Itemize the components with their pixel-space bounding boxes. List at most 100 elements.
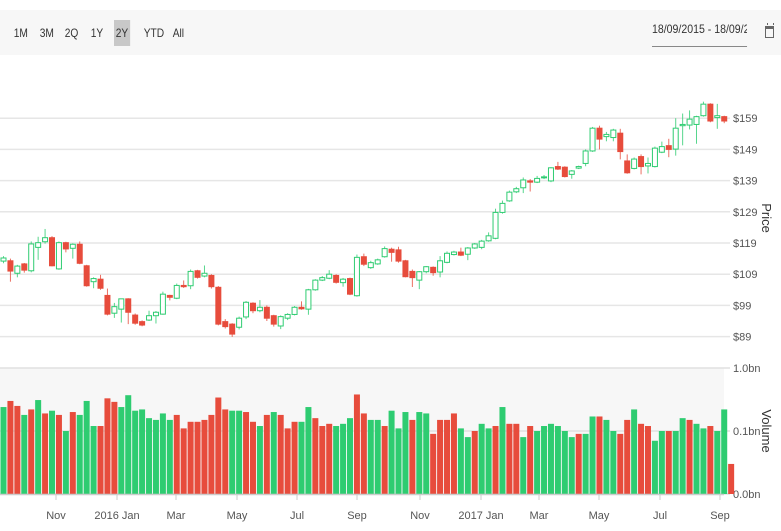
volume-bar [333, 426, 340, 494]
candle-body [21, 263, 28, 271]
x-tick-label: Sep [347, 510, 367, 522]
date-range-input[interactable]: 18/09/2015 - 18/09/20... [652, 18, 748, 47]
candle-body [83, 265, 90, 287]
volume-bar [353, 394, 360, 494]
calendar-icon[interactable] [765, 23, 774, 38]
candle-body [7, 260, 14, 272]
volume-bar [298, 421, 305, 494]
candle-body [312, 279, 319, 291]
candle-body [450, 251, 457, 256]
candle-body [353, 256, 360, 297]
candle-body [700, 103, 707, 117]
volume-bar [28, 409, 35, 494]
volume-bar [326, 423, 333, 494]
candle-body [118, 298, 125, 310]
volume-bar [312, 418, 319, 494]
range-button-2y[interactable]: 2Y [114, 20, 130, 46]
candle-body [104, 294, 111, 315]
volume-bar [215, 397, 222, 494]
volume-bar [450, 413, 457, 494]
x-tick-label: Nov [46, 510, 66, 522]
candle-body [256, 306, 263, 312]
volume-bar [249, 421, 256, 494]
volume-bar [263, 414, 270, 494]
volume-bar [589, 416, 596, 494]
candle-body [513, 188, 520, 193]
volume-bar [430, 433, 437, 494]
candle-body [423, 266, 430, 273]
volume-bar [679, 418, 686, 494]
candle-body [229, 323, 236, 335]
candle-body [340, 278, 347, 284]
candle-body [28, 243, 35, 272]
candle-body [187, 270, 194, 287]
volume-bar [146, 418, 153, 494]
candle-body [243, 301, 250, 318]
volume-bar [395, 428, 402, 494]
candle-body [631, 158, 638, 169]
candle-body [603, 133, 610, 138]
volume-bar [35, 400, 42, 494]
volume-tick-label: 0.0bn [733, 489, 761, 501]
volume-bar [485, 428, 492, 494]
volume-bar [499, 407, 506, 494]
volume-bar [728, 463, 735, 494]
candle-body [97, 278, 104, 289]
x-tick-label: May [227, 510, 248, 522]
volume-bar [222, 409, 229, 494]
candle-body [658, 146, 665, 153]
volume-bar [596, 416, 603, 494]
candle-body [360, 256, 367, 265]
volume-bar [194, 421, 201, 494]
volume-tick-label: 0.1bn [733, 426, 761, 438]
candle-body [55, 242, 62, 270]
volume-bar [166, 419, 173, 494]
candle-body [492, 211, 499, 239]
range-button-ytd[interactable]: YTD [143, 26, 165, 40]
volume-bar [104, 398, 111, 494]
range-button-1y[interactable]: 1Y [90, 26, 104, 40]
volume-bar [49, 410, 56, 494]
candle-body [686, 118, 693, 126]
volume-bar [111, 401, 118, 494]
price-tick-label: $129 [733, 207, 757, 219]
price-tick-label: $159 [733, 113, 757, 125]
candle-body [665, 145, 672, 150]
volume-bar [319, 426, 326, 494]
volume-bar [561, 431, 568, 494]
volume-bar [714, 431, 721, 494]
volume-bar [437, 419, 444, 494]
volume-bar [187, 421, 194, 494]
volume-bar [631, 409, 638, 494]
range-button-all[interactable]: All [172, 26, 185, 40]
range-button-3m[interactable]: 3M [39, 26, 54, 40]
candle-body [152, 311, 159, 317]
x-tick-label: Sep [710, 510, 730, 522]
candle-body [589, 127, 596, 152]
candle-body [367, 262, 374, 269]
candle-body [291, 306, 298, 315]
candle-body [298, 306, 305, 310]
range-button-2q[interactable]: 2Q [64, 26, 79, 40]
candle-body [575, 166, 582, 169]
range-button-1m[interactable]: 1M [13, 26, 28, 40]
candle-body [651, 147, 658, 168]
candle-body [326, 273, 333, 279]
volume-bar [7, 400, 14, 494]
volume-bar [291, 421, 298, 494]
volume-bar [159, 413, 166, 494]
volume-bar [444, 419, 451, 494]
candle-body [173, 284, 180, 299]
volume-bar [132, 410, 139, 494]
candle-body [499, 202, 506, 213]
candle-body [638, 156, 645, 168]
candle-body [249, 302, 256, 312]
volume-bar [471, 431, 478, 494]
candle-body [215, 286, 222, 325]
volume-bar [423, 413, 430, 494]
candle-body [527, 180, 534, 183]
volume-bar [118, 407, 125, 494]
volume-bar [492, 426, 499, 494]
volume-bar [547, 423, 554, 494]
